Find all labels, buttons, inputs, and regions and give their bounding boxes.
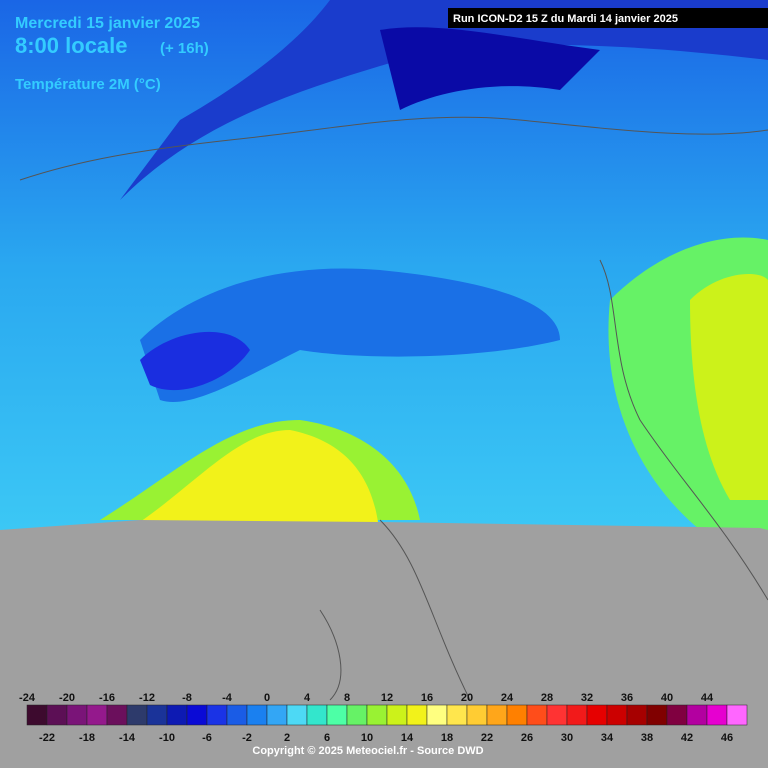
copyright: Copyright © 2025 Meteociel.fr - Source D… bbox=[252, 745, 483, 757]
legend-swatch bbox=[386, 704, 408, 726]
legend-swatch bbox=[126, 704, 148, 726]
legend: -24-22-20-18-16-14-12-10-8-6-4-202468101… bbox=[19, 692, 748, 744]
legend-swatch bbox=[706, 704, 728, 726]
legend-label: 2 bbox=[284, 732, 290, 744]
legend-label: -16 bbox=[99, 692, 115, 704]
variable-name: Température 2M (°C) bbox=[15, 76, 161, 93]
legend-swatch bbox=[266, 704, 288, 726]
legend-label: -18 bbox=[79, 732, 95, 744]
legend-swatch bbox=[606, 704, 628, 726]
ligurian-warm bbox=[140, 430, 378, 522]
legend-swatch bbox=[146, 704, 168, 726]
legend-swatch bbox=[366, 704, 388, 726]
legend-swatch bbox=[66, 704, 88, 726]
legend-swatch bbox=[406, 704, 428, 726]
legend-swatch bbox=[626, 704, 648, 726]
legend-label: 10 bbox=[361, 732, 373, 744]
legend-label: 42 bbox=[681, 732, 693, 744]
legend-label: 4 bbox=[304, 692, 311, 704]
legend-label: 8 bbox=[344, 692, 350, 704]
border bbox=[19, 116, 768, 181]
coastline bbox=[379, 259, 768, 701]
legend-label: -4 bbox=[222, 692, 233, 704]
adriatic-warm bbox=[690, 274, 768, 500]
legend-swatch bbox=[26, 704, 48, 726]
legend-label: -22 bbox=[39, 732, 55, 744]
legend-label: 16 bbox=[421, 692, 433, 704]
legend-label: 0 bbox=[264, 692, 270, 704]
legend-label: 30 bbox=[561, 732, 573, 744]
legend-label: -2 bbox=[242, 732, 252, 744]
legend-label: 22 bbox=[481, 732, 493, 744]
legend-label: 20 bbox=[461, 692, 473, 704]
legend-label: -8 bbox=[182, 692, 192, 704]
alps-coldest bbox=[380, 27, 600, 110]
island-coast bbox=[319, 609, 342, 701]
legend-label: 36 bbox=[621, 692, 633, 704]
plain-cold bbox=[140, 268, 560, 402]
legend-label: 24 bbox=[501, 692, 514, 704]
legend-label: 12 bbox=[381, 692, 393, 704]
legend-swatch bbox=[106, 704, 128, 726]
run-label: Run ICON-D2 15 Z du Mardi 14 janvier 202… bbox=[453, 13, 678, 25]
run-box bbox=[448, 8, 768, 28]
legend-label: 18 bbox=[441, 732, 453, 744]
legend-swatch bbox=[566, 704, 588, 726]
forecast-offset: (+ 16h) bbox=[160, 40, 209, 57]
legend-label: -6 bbox=[202, 732, 212, 744]
legend-swatch bbox=[546, 704, 568, 726]
legend-label: 14 bbox=[401, 732, 414, 744]
legend-label: -24 bbox=[19, 692, 36, 704]
legend-swatch bbox=[346, 704, 368, 726]
legend-swatch bbox=[226, 704, 248, 726]
legend-swatch bbox=[686, 704, 708, 726]
legend-label: 38 bbox=[641, 732, 653, 744]
legend-swatch bbox=[326, 704, 348, 726]
legend-swatch bbox=[586, 704, 608, 726]
legend-label: 28 bbox=[541, 692, 553, 704]
legend-swatch bbox=[506, 704, 528, 726]
legend-swatch bbox=[86, 704, 108, 726]
legend-swatch bbox=[726, 704, 748, 726]
legend-swatch bbox=[206, 704, 228, 726]
legend-swatch bbox=[446, 704, 468, 726]
legend-label: 32 bbox=[581, 692, 593, 704]
legend-swatch bbox=[166, 704, 188, 726]
legend-label: -10 bbox=[159, 732, 175, 744]
legend-label: 34 bbox=[601, 732, 614, 744]
forecast-time: 8:00 locale bbox=[15, 33, 128, 58]
legend-swatch bbox=[246, 704, 268, 726]
legend-swatch bbox=[46, 704, 68, 726]
legend-swatch bbox=[486, 704, 508, 726]
legend-label: 6 bbox=[324, 732, 330, 744]
legend-label: -12 bbox=[139, 692, 155, 704]
legend-label: 40 bbox=[661, 692, 673, 704]
legend-label: -20 bbox=[59, 692, 75, 704]
legend-label: 44 bbox=[701, 692, 714, 704]
legend-label: -14 bbox=[119, 732, 136, 744]
legend-label: 46 bbox=[721, 732, 733, 744]
legend-swatch bbox=[426, 704, 448, 726]
legend-swatch bbox=[646, 704, 668, 726]
legend-swatch bbox=[186, 704, 208, 726]
plain-coldest bbox=[140, 331, 250, 391]
legend-swatch bbox=[286, 704, 308, 726]
legend-swatch bbox=[526, 704, 548, 726]
legend-swatch bbox=[306, 704, 328, 726]
legend-label: 26 bbox=[521, 732, 533, 744]
legend-swatch bbox=[666, 704, 688, 726]
forecast-date: Mercredi 15 janvier 2025 bbox=[15, 15, 200, 32]
no-data-area bbox=[0, 520, 768, 768]
legend-swatch bbox=[466, 704, 488, 726]
